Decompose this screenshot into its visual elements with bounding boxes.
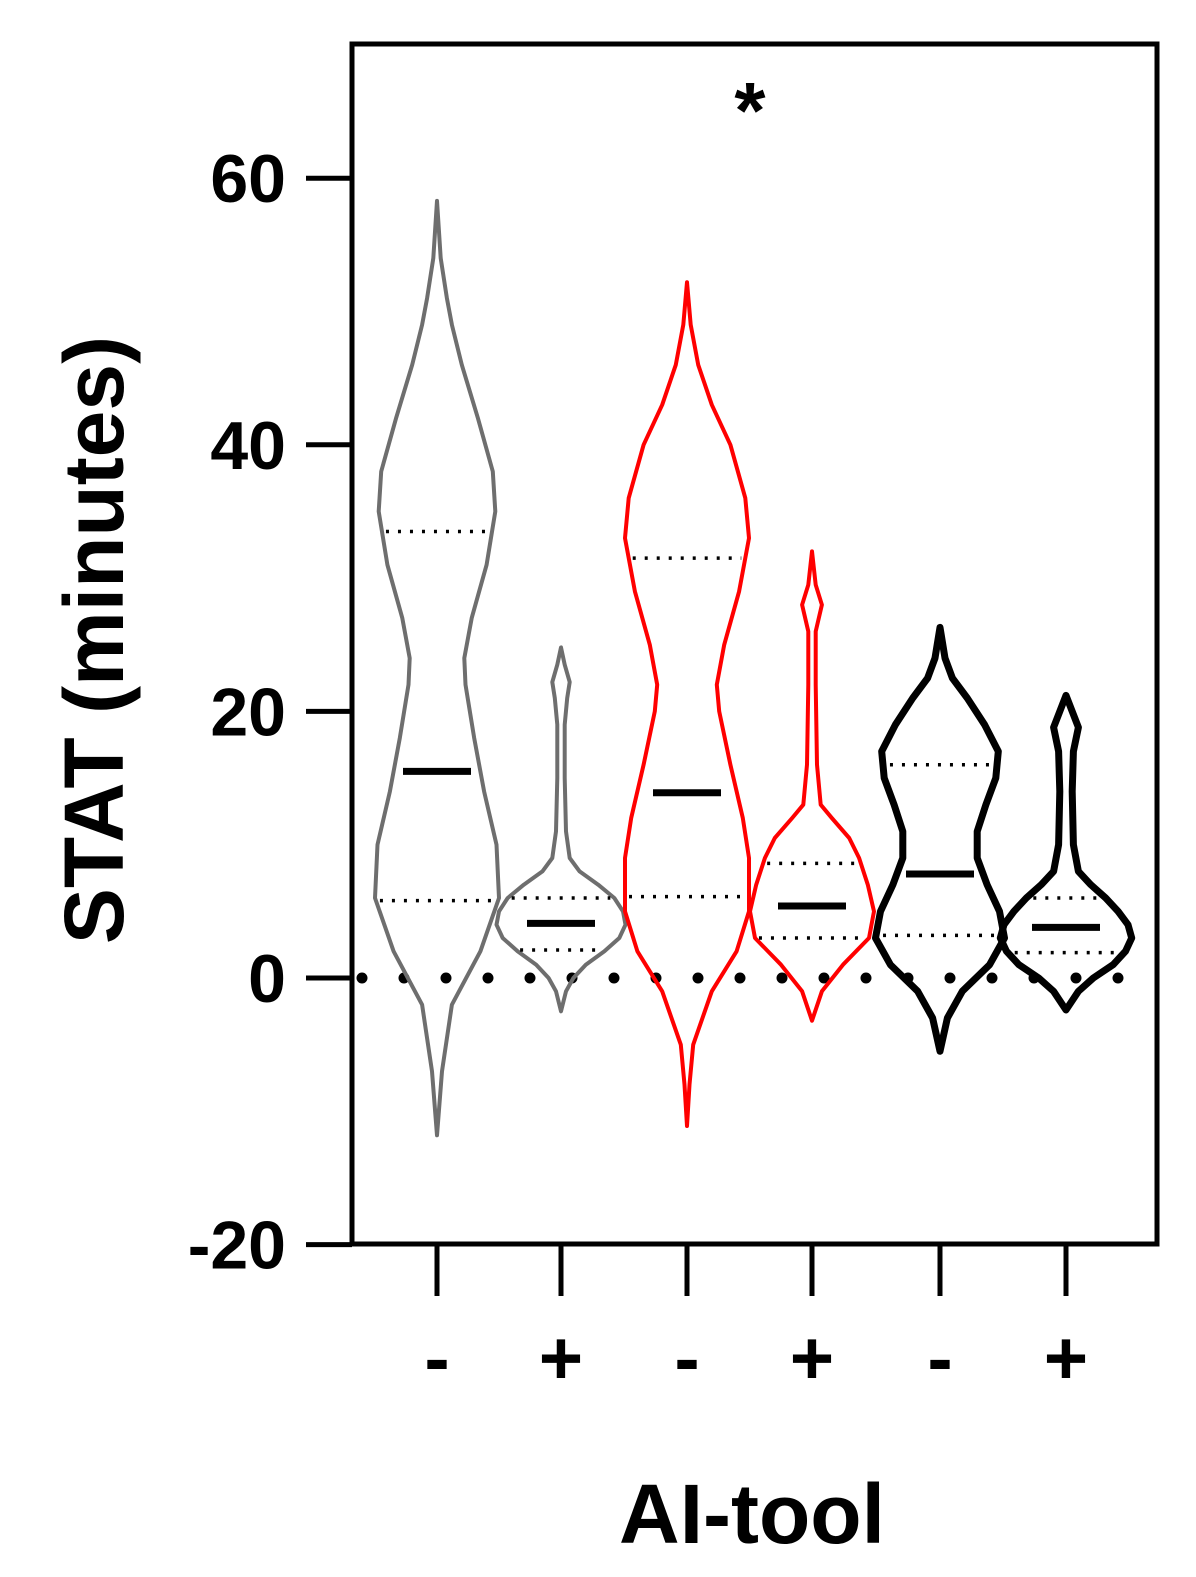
- violin-outline: [872, 623, 1008, 1055]
- significance-annotation: *: [734, 66, 766, 155]
- x-category-label: +: [539, 1316, 583, 1401]
- x-category-label: +: [1044, 1316, 1088, 1401]
- x-category-label: +: [790, 1316, 834, 1401]
- violin-layer: [373, 198, 1136, 1138]
- violin-5: [872, 623, 1008, 1055]
- violin-outline: [623, 280, 751, 1128]
- x-axis-title: AI-tool: [619, 1467, 885, 1561]
- y-tick-label: 60: [210, 141, 286, 217]
- violin-outline: [494, 645, 628, 1014]
- y-tick-label: 0: [248, 941, 286, 1017]
- x-category-label: -: [927, 1316, 952, 1401]
- violin-4: [748, 549, 876, 1023]
- axis-layer: -20 0 20 40 60 - + - + - +: [188, 141, 1088, 1401]
- violin-outline: [373, 198, 501, 1138]
- y-tick-label: 40: [210, 408, 286, 484]
- violin-3: [623, 280, 751, 1128]
- y-tick-label: -20: [188, 1208, 286, 1284]
- violin-outline: [996, 691, 1136, 1014]
- violin-2: [494, 645, 628, 1014]
- x-category-label: -: [424, 1316, 449, 1401]
- y-axis-title: STAT (minutes): [47, 336, 141, 944]
- violin-1: [373, 198, 501, 1138]
- violin-6: [996, 691, 1136, 1014]
- violin-outline: [748, 549, 876, 1023]
- plot-frame: [349, 41, 1160, 1247]
- y-tick-label: 20: [210, 674, 286, 750]
- x-category-label: -: [674, 1316, 699, 1401]
